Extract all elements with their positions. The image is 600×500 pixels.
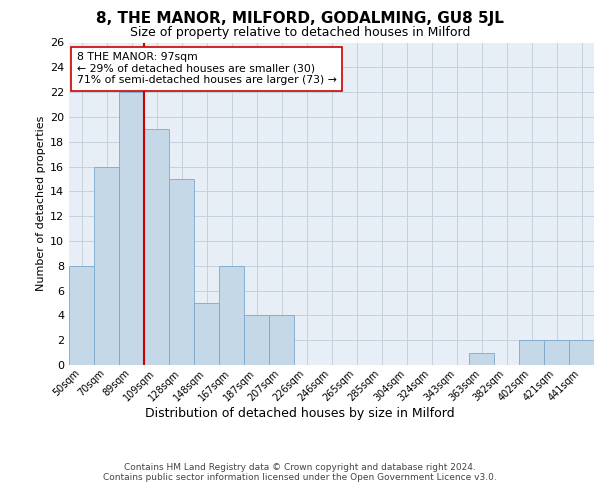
Bar xyxy=(519,340,544,365)
Bar xyxy=(69,266,94,365)
Bar xyxy=(244,316,269,365)
Bar xyxy=(144,130,169,365)
Text: Distribution of detached houses by size in Milford: Distribution of detached houses by size … xyxy=(145,408,455,420)
Bar xyxy=(94,166,119,365)
Y-axis label: Number of detached properties: Number of detached properties xyxy=(36,116,46,292)
Bar xyxy=(544,340,569,365)
Text: Size of property relative to detached houses in Milford: Size of property relative to detached ho… xyxy=(130,26,470,39)
Bar xyxy=(194,303,219,365)
Bar xyxy=(469,352,494,365)
Bar xyxy=(119,92,144,365)
Text: 8 THE MANOR: 97sqm
← 29% of detached houses are smaller (30)
71% of semi-detache: 8 THE MANOR: 97sqm ← 29% of detached hou… xyxy=(77,52,337,86)
Bar xyxy=(569,340,594,365)
Text: Contains HM Land Registry data © Crown copyright and database right 2024.
Contai: Contains HM Land Registry data © Crown c… xyxy=(103,462,497,482)
Bar xyxy=(269,316,294,365)
Text: 8, THE MANOR, MILFORD, GODALMING, GU8 5JL: 8, THE MANOR, MILFORD, GODALMING, GU8 5J… xyxy=(96,11,504,26)
Bar xyxy=(219,266,244,365)
Bar xyxy=(169,179,194,365)
